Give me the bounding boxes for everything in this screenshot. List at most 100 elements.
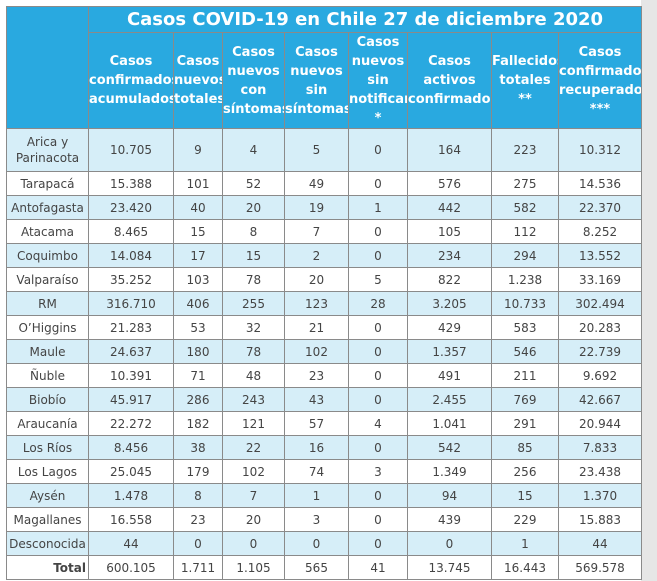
value-cell: 211 [491,363,559,388]
value-cell: 3 [348,459,408,484]
value-cell: 28 [348,291,408,316]
value-cell: 38 [173,435,223,460]
value-cell: 25.045 [88,459,174,484]
value-cell: 0 [348,171,408,196]
value-cell: 1.041 [407,411,492,436]
value-cell: 94 [407,483,492,508]
column-header: Casos nuevos sin notificar * [348,32,408,129]
value-cell: 822 [407,267,492,292]
value-cell: 112 [491,219,559,244]
value-cell: 21 [284,315,349,340]
value-cell: 35.252 [88,267,174,292]
value-cell: 583 [491,315,559,340]
value-cell: 20.944 [557,411,643,436]
table-row: Coquimbo 14.084 17 15 2 0 234 294 13.552 [6,243,643,268]
value-cell: 576 [407,171,492,196]
value-cell: 1.238 [491,267,559,292]
value-cell: 33.169 [557,267,643,292]
table-row: Biobío 45.917 286 243 43 0 2.455 769 42.667 [6,387,643,412]
value-cell: 23 [173,507,223,532]
region-cell: Aysén [6,483,89,508]
value-cell: 582 [491,195,559,220]
value-cell: 15.388 [88,171,174,196]
column-header: Casos nuevos sin síntomas [284,32,349,129]
value-cell: 40 [173,195,223,220]
value-cell: 0 [348,315,408,340]
value-cell: 78 [222,267,285,292]
value-cell: 121 [222,411,285,436]
value-cell: 14.084 [88,243,174,268]
total-value-cell: 1.105 [222,555,285,580]
value-cell: 10.705 [88,128,174,172]
value-cell: 180 [173,339,223,364]
value-cell: 78 [222,339,285,364]
table-row: Atacama 8.465 15 8 7 0 105 112 8.252 [6,219,643,244]
value-cell: 10.733 [491,291,559,316]
scrollbar-track[interactable] [641,0,657,581]
total-value-cell: 600.105 [88,555,174,580]
value-cell: 20 [222,195,285,220]
value-cell: 3 [284,507,349,532]
region-cell: Arica y Parinacota [6,128,89,172]
value-cell: 0 [348,531,408,556]
value-cell: 44 [88,531,174,556]
value-cell: 21.283 [88,315,174,340]
table-title: Casos COVID-19 en Chile 27 de diciembre … [87,6,643,33]
value-cell: 15 [222,243,285,268]
value-cell: 0 [348,243,408,268]
value-cell: 102 [222,459,285,484]
value-cell: 0 [348,483,408,508]
value-cell: 22.272 [88,411,174,436]
table-row: Aysén 1.478 8 7 1 0 94 15 1.370 [6,483,643,508]
value-cell: 8 [222,219,285,244]
value-cell: 32 [222,315,285,340]
value-cell: 1.357 [407,339,492,364]
value-cell: 769 [491,387,559,412]
value-cell: 74 [284,459,349,484]
corner-cell [6,6,89,129]
region-cell: Tarapacá [6,171,89,196]
value-cell: 1.478 [88,483,174,508]
value-cell: 164 [407,128,492,172]
region-cell: RM [6,291,89,316]
value-cell: 0 [348,128,408,172]
value-cell: 1.349 [407,459,492,484]
value-cell: 179 [173,459,223,484]
total-value-cell: 16.443 [491,555,559,580]
value-cell: 0 [348,507,408,532]
table-row: Araucanía 22.272 182 121 57 4 1.041 291 20.944 [6,411,643,436]
value-cell: 8 [173,483,223,508]
region-cell: Araucanía [6,411,89,436]
region-cell: Antofagasta [6,195,89,220]
table-row: Maule 24.637 180 78 102 0 1.357 546 22.739 [6,339,643,364]
table-row: Antofagasta 23.420 40 20 19 1 442 582 22.370 [6,195,643,220]
value-cell: 1 [491,531,559,556]
value-cell: 286 [173,387,223,412]
value-cell: 4 [222,128,285,172]
value-cell: 42.667 [557,387,643,412]
region-cell: Atacama [6,219,89,244]
value-cell: 24.637 [88,339,174,364]
total-value-cell: 565 [284,555,349,580]
value-cell: 0 [407,531,492,556]
value-cell: 255 [222,291,285,316]
table-row: Ñuble 10.391 71 48 23 0 491 211 9.692 [6,363,643,388]
value-cell: 229 [491,507,559,532]
value-cell: 49 [284,171,349,196]
value-cell: 103 [173,267,223,292]
value-cell: 406 [173,291,223,316]
value-cell: 15 [173,219,223,244]
value-cell: 101 [173,171,223,196]
value-cell: 85 [491,435,559,460]
value-cell: 8.252 [557,219,643,244]
total-row: Total 600.105 1.711 1.105 565 41 13.745 16.443 5… [6,555,643,580]
column-header: Fallecidos totales ** [491,32,559,129]
value-cell: 275 [491,171,559,196]
value-cell: 17 [173,243,223,268]
value-cell: 7.833 [557,435,643,460]
value-cell: 10.312 [557,128,643,172]
table-row: O’Higgins 21.283 53 32 21 0 429 583 20.283 [6,315,643,340]
value-cell: 20 [222,507,285,532]
value-cell: 234 [407,243,492,268]
value-cell: 223 [491,128,559,172]
